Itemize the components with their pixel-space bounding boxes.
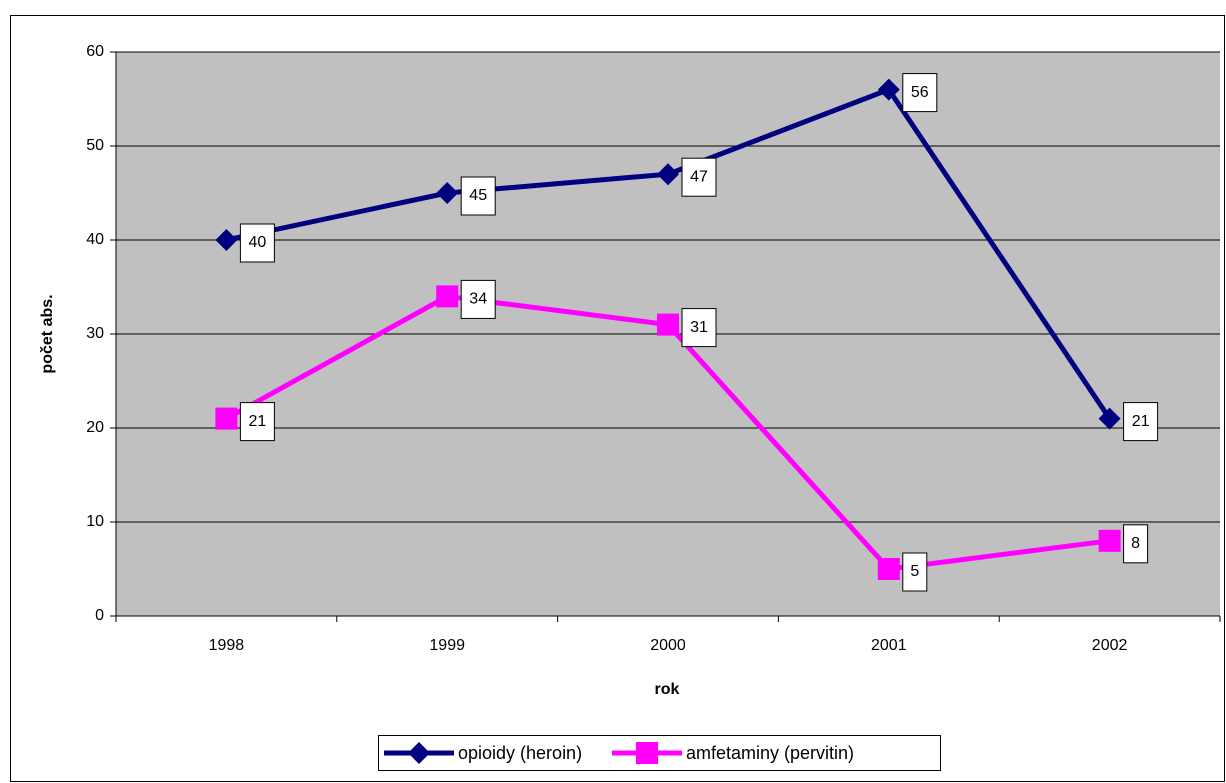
point — [657, 313, 679, 336]
point — [877, 78, 900, 101]
x-tick-label: 2000 — [650, 637, 686, 654]
y-axis-label: počet abs. — [39, 294, 56, 373]
data-label: 5 — [910, 563, 919, 580]
y-tick-label: 20 — [86, 419, 104, 436]
data-label: 56 — [911, 84, 929, 101]
data-label: 8 — [1131, 535, 1140, 552]
point — [436, 285, 459, 308]
x-tick-label: 1999 — [429, 637, 465, 654]
data-label: 21 — [249, 413, 267, 430]
y-tick-label: 60 — [86, 43, 104, 60]
point — [436, 182, 459, 204]
point — [657, 163, 679, 186]
x-tick-label: 2002 — [1092, 637, 1128, 654]
data-label-box — [239, 223, 275, 263]
legend-marker — [636, 742, 658, 764]
point — [1098, 529, 1121, 552]
data-label-box — [681, 157, 717, 197]
legend-marker — [408, 742, 430, 764]
data-label-box — [1123, 402, 1159, 442]
data-label: 45 — [469, 187, 487, 204]
legend-label: amfetaminy (pervitin) — [686, 743, 854, 763]
data-label-box — [460, 176, 496, 216]
data-label: 40 — [249, 234, 267, 251]
data-label: 47 — [690, 168, 708, 185]
y-tick-label: 30 — [86, 325, 104, 342]
y-tick-label: 10 — [86, 513, 104, 530]
point — [877, 558, 900, 580]
data-label-box — [902, 552, 928, 592]
data-label-box — [902, 73, 938, 113]
y-tick-label: 0 — [95, 607, 104, 624]
point — [1098, 407, 1121, 430]
x-axis-label: rok — [655, 681, 680, 698]
y-tick-label: 50 — [86, 137, 104, 154]
data-label-box — [681, 308, 717, 348]
x-tick-label: 2001 — [871, 637, 907, 654]
point — [215, 229, 238, 251]
data-label-box — [1123, 524, 1149, 564]
legend-label: opioidy (heroin) — [458, 743, 582, 763]
data-label: 31 — [690, 319, 708, 336]
data-label-box — [460, 279, 496, 319]
point — [215, 407, 238, 430]
data-label: 34 — [469, 291, 487, 308]
data-label: 21 — [1132, 413, 1150, 430]
x-tick-label: 1998 — [209, 637, 245, 654]
data-label-box — [239, 402, 275, 442]
y-tick-label: 40 — [86, 231, 104, 248]
